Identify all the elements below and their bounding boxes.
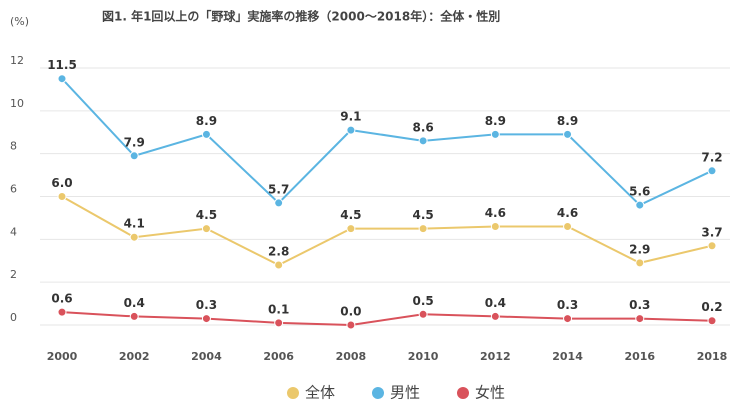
data-label: 4.5 — [196, 208, 217, 222]
series-line — [61, 195, 713, 267]
data-label: 7.9 — [124, 135, 145, 149]
x-tick-label: 2000 — [47, 350, 78, 363]
data-point — [707, 316, 717, 326]
data-point — [129, 232, 139, 242]
data-label: 8.9 — [196, 114, 217, 128]
data-label: 0.4 — [124, 296, 145, 310]
data-label: 4.6 — [485, 206, 506, 220]
x-tick-label: 2004 — [191, 350, 222, 363]
data-label: 4.6 — [557, 206, 578, 220]
data-label: 7.2 — [701, 150, 722, 164]
legend-label: 男性 — [390, 384, 420, 402]
legend-marker — [287, 387, 299, 399]
y-axis-label: (%) — [10, 15, 29, 28]
chart-title: 図1. 年1回以上の「野球」実施率の推移（2000〜2018年）：全体・性別 — [102, 9, 500, 24]
data-point — [274, 260, 284, 270]
data-point — [57, 307, 67, 317]
data-point — [707, 166, 717, 176]
data-label: 0.1 — [268, 302, 289, 316]
data-label: 4.1 — [124, 217, 145, 231]
x-tick-label: 2010 — [408, 350, 439, 363]
y-tick-label: 0 — [10, 311, 17, 324]
x-tick-label: 2018 — [697, 350, 728, 363]
y-tick-label: 6 — [10, 183, 17, 196]
data-point — [418, 224, 428, 234]
data-point — [635, 258, 645, 268]
data-point — [274, 198, 284, 208]
x-tick-label: 2008 — [336, 350, 367, 363]
legend-label: 全体 — [305, 384, 335, 402]
data-point — [563, 314, 573, 324]
data-point — [201, 224, 211, 234]
series-line — [61, 311, 713, 327]
data-label: 11.5 — [47, 58, 77, 72]
data-label: 8.6 — [412, 120, 433, 134]
data-label: 5.6 — [629, 185, 650, 199]
data-point — [490, 311, 500, 321]
data-label: 0.3 — [557, 298, 578, 312]
data-point — [201, 314, 211, 324]
data-label: 0.6 — [51, 292, 72, 306]
data-point — [57, 74, 67, 84]
data-point — [346, 320, 356, 330]
x-tick-label: 2006 — [263, 350, 294, 363]
data-point — [635, 200, 645, 210]
data-label: 8.9 — [485, 114, 506, 128]
x-tick-label: 2012 — [480, 350, 511, 363]
data-label: 0.0 — [340, 305, 361, 319]
data-point — [346, 224, 356, 234]
x-tick-label: 2014 — [552, 350, 583, 363]
data-label: 9.1 — [340, 110, 361, 124]
data-point — [490, 129, 500, 139]
data-label: 0.2 — [701, 300, 722, 314]
data-label: 2.8 — [268, 245, 289, 259]
data-label: 6.0 — [51, 176, 72, 190]
data-label: 5.7 — [268, 182, 289, 196]
data-point — [563, 129, 573, 139]
data-label: 0.4 — [485, 296, 506, 310]
data-point — [201, 129, 211, 139]
legend-marker — [372, 387, 384, 399]
y-tick-label: 10 — [10, 97, 24, 110]
data-label: 3.7 — [701, 225, 722, 239]
legend-marker — [457, 387, 469, 399]
data-point — [346, 125, 356, 135]
data-label: 2.9 — [629, 242, 650, 256]
data-label: 4.5 — [340, 208, 361, 222]
data-label: 8.9 — [557, 114, 578, 128]
y-tick-label: 12 — [10, 54, 24, 67]
x-tick-label: 2002 — [119, 350, 150, 363]
data-point — [490, 221, 500, 231]
y-tick-label: 4 — [10, 225, 17, 238]
data-point — [563, 221, 573, 231]
legend-label: 女性 — [475, 384, 505, 402]
y-tick-label: 8 — [10, 140, 17, 153]
y-tick-label: 2 — [10, 268, 17, 281]
x-tick-label: 2016 — [624, 350, 655, 363]
data-point — [707, 241, 717, 251]
series-line — [61, 78, 713, 207]
data-point — [274, 318, 284, 328]
data-label: 0.5 — [412, 294, 433, 308]
data-label: 4.5 — [412, 208, 433, 222]
data-label: 0.3 — [629, 298, 650, 312]
data-label: 0.3 — [196, 298, 217, 312]
data-point — [418, 309, 428, 319]
data-point — [129, 311, 139, 321]
data-point — [129, 151, 139, 161]
data-point — [418, 136, 428, 146]
data-point — [635, 314, 645, 324]
data-point — [57, 192, 67, 201]
